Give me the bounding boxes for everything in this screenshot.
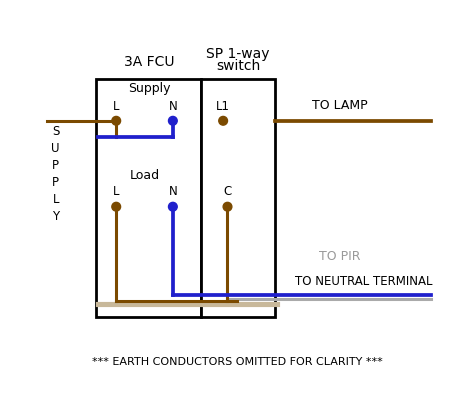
Text: TO PIR: TO PIR	[319, 250, 361, 263]
Text: L: L	[113, 185, 119, 198]
Text: 3A FCU: 3A FCU	[124, 55, 174, 69]
Circle shape	[223, 202, 232, 211]
Text: SP 1-way: SP 1-way	[207, 48, 270, 61]
Text: switch: switch	[216, 59, 260, 73]
Circle shape	[168, 116, 177, 125]
Bar	[201, 79, 274, 317]
Text: N: N	[168, 185, 177, 198]
Circle shape	[219, 116, 228, 125]
Text: N: N	[168, 100, 177, 113]
Text: Supply: Supply	[128, 82, 170, 95]
Circle shape	[112, 202, 120, 211]
Text: L: L	[113, 100, 119, 113]
Text: C: C	[223, 185, 232, 198]
Text: *** EARTH CONDUCTORS OMITTED FOR CLARITY ***: *** EARTH CONDUCTORS OMITTED FOR CLARITY…	[91, 358, 383, 367]
Text: TO NEUTRAL TERMINAL: TO NEUTRAL TERMINAL	[295, 275, 432, 288]
Text: S
U
P
P
L
Y: S U P P L Y	[51, 125, 60, 223]
Text: TO LAMP: TO LAMP	[312, 99, 368, 112]
Circle shape	[168, 202, 177, 211]
Circle shape	[112, 116, 120, 125]
Text: L1: L1	[216, 100, 230, 113]
Text: Load: Load	[130, 169, 160, 182]
Bar	[96, 79, 201, 317]
